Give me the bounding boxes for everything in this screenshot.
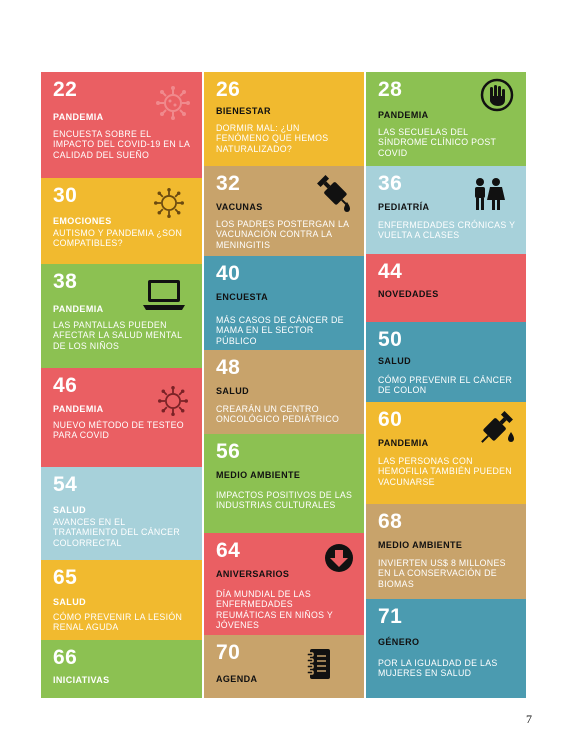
entry-number: 68 bbox=[378, 510, 403, 533]
toc-entry-71[interactable]: 71 GÉNERO POR LA IGUALDAD DE LAS MUJERES… bbox=[366, 599, 526, 698]
entry-number: 56 bbox=[216, 440, 241, 463]
entry-category: ENCUESTA bbox=[216, 292, 269, 302]
entry-category: PANDEMIA bbox=[53, 304, 104, 314]
entry-number: 48 bbox=[216, 356, 241, 379]
entry-number: 30 bbox=[53, 184, 78, 207]
syringe-icon bbox=[317, 175, 350, 212]
entry-category: MEDIO AMBIENTE bbox=[378, 540, 463, 550]
toc-entry-68[interactable]: 68 MEDIO AMBIENTE INVIERTEN US$ 8 MILLON… bbox=[366, 504, 526, 599]
entry-description: INVIERTEN US$ 8 MILLONES EN LA CONSERVAC… bbox=[378, 558, 506, 589]
entry-description: DORMIR MAL: ¿UN FENÓMENO QUE HEMOS NATUR… bbox=[216, 123, 329, 154]
toc-entry-32[interactable]: 32 VACUNAS LOS PADRES POSTERGAN LA VACUN… bbox=[204, 166, 364, 256]
entry-category: SALUD bbox=[216, 386, 249, 396]
entry-description: CÓMO PREVENIR LA LESIÓN RENAL AGUDA bbox=[53, 612, 183, 633]
entry-category: PANDEMIA bbox=[53, 112, 104, 122]
toc-entry-65[interactable]: 65 SALUD CÓMO PREVENIR LA LESIÓN RENAL A… bbox=[41, 560, 202, 640]
entry-number: 26 bbox=[216, 78, 241, 101]
toc-entry-48[interactable]: 48 SALUD CREARÁN UN CENTRO ONCOLÓGICO PE… bbox=[204, 350, 364, 434]
page-number: 7 bbox=[526, 712, 532, 726]
entry-number: 50 bbox=[378, 328, 403, 351]
toc-entry-26[interactable]: 26 BIENESTAR DORMIR MAL: ¿UN FENÓMENO QU… bbox=[204, 72, 364, 166]
laptop-icon bbox=[143, 280, 185, 310]
toc-entry-38[interactable]: 38 PANDEMIA LAS PANTALLAS PUEDEN AFECTAR… bbox=[41, 264, 202, 368]
entry-category: ANIVERSARIOS bbox=[216, 569, 290, 579]
toc-entry-70[interactable]: 70 AGENDA bbox=[204, 635, 364, 698]
entry-category: MEDIO AMBIENTE bbox=[216, 470, 301, 480]
toc-entry-40[interactable]: 40 ENCUESTA MÁS CASOS DE CÁNCER DE MAMA … bbox=[204, 256, 364, 350]
entry-number: 22 bbox=[53, 78, 78, 101]
toc-entry-28[interactable]: 28 PANDEMIA LAS SECUELAS DEL SÍNDROME CL… bbox=[366, 72, 526, 166]
virus-icon bbox=[154, 188, 184, 218]
entry-category: PANDEMIA bbox=[378, 438, 429, 448]
syringe-icon bbox=[481, 411, 514, 443]
entry-category: INICIATIVAS bbox=[53, 675, 110, 685]
entry-description: AVANCES EN EL TRATAMIENTO DEL CÁNCER COL… bbox=[53, 517, 180, 548]
entry-number: 32 bbox=[216, 172, 241, 195]
notebook-icon bbox=[306, 649, 330, 679]
entry-number: 28 bbox=[378, 78, 403, 101]
toc-entry-60[interactable]: 60 PANDEMIA LAS PERSONAS CON HEMOFILIA T… bbox=[366, 402, 526, 504]
toc-entry-30[interactable]: 30 EMOCIONES AUTISMO Y PANDEMIA ¿SON COM… bbox=[41, 178, 202, 264]
toc-entry-36[interactable]: 36 PEDIATRÍA ENFERMEDADES CRÓNICAS Y VUE… bbox=[366, 166, 526, 254]
entry-description: LAS PANTALLAS PUEDEN AFECTAR LA SALUD ME… bbox=[53, 320, 182, 351]
entry-number: 71 bbox=[378, 605, 403, 628]
entry-description: IMPACTOS POSITIVOS DE LAS INDUSTRIAS CUL… bbox=[216, 490, 353, 511]
entry-number: 46 bbox=[53, 374, 78, 397]
entry-category: GÉNERO bbox=[378, 637, 420, 647]
toc-entry-50[interactable]: 50 SALUD CÓMO PREVENIR EL CÁNCER DE COLO… bbox=[366, 322, 526, 402]
entry-category: SALUD bbox=[378, 356, 411, 366]
entry-number: 54 bbox=[53, 473, 78, 496]
entry-description: AUTISMO Y PANDEMIA ¿SON COMPATIBLES? bbox=[53, 228, 183, 249]
toc-entry-66[interactable]: 66 INICIATIVAS bbox=[41, 640, 202, 698]
entry-number: 70 bbox=[216, 641, 241, 664]
toc-entry-22[interactable]: 22 PANDEMIA ENCUESTA SOBRE EL IMPACTO DE… bbox=[41, 72, 202, 178]
stop-hand-icon bbox=[480, 78, 514, 112]
entry-category: PEDIATRÍA bbox=[378, 202, 430, 212]
entry-number: 60 bbox=[378, 408, 403, 431]
entry-number: 40 bbox=[216, 262, 241, 285]
entry-number: 36 bbox=[378, 172, 403, 195]
entry-category: AGENDA bbox=[216, 674, 258, 684]
toc-entry-64[interactable]: 64 ANIVERSARIOS DÍA MUNDIAL DE LAS ENFER… bbox=[204, 533, 364, 635]
entry-number: 65 bbox=[53, 566, 78, 589]
entry-description: MÁS CASOS DE CÁNCER DE MAMA EN EL SECTOR… bbox=[216, 315, 344, 346]
virus-icon bbox=[158, 386, 188, 416]
entry-category: SALUD bbox=[53, 505, 86, 515]
virus-icon bbox=[156, 86, 190, 120]
children-icon bbox=[475, 178, 505, 210]
entry-category: NOVEDADES bbox=[378, 289, 439, 299]
entry-category: PANDEMIA bbox=[378, 110, 429, 120]
entry-description: ENFERMEDADES CRÓNICAS Y VUELTA A CLASES bbox=[378, 220, 516, 241]
entry-category: EMOCIONES bbox=[53, 216, 112, 226]
entry-category: SALUD bbox=[53, 597, 86, 607]
entry-description: LAS PERSONAS CON HEMOFILIA TAMBIÉN PUEDE… bbox=[378, 456, 512, 487]
toc-entry-44[interactable]: 44 NOVEDADES bbox=[366, 254, 526, 322]
download-icon bbox=[325, 544, 353, 572]
entry-description: POR LA IGUALDAD DE LAS MUJERES EN SALUD bbox=[378, 658, 498, 679]
entry-description: CREARÁN UN CENTRO ONCOLÓGICO PEDIÁTRICO bbox=[216, 404, 340, 425]
toc-entry-56[interactable]: 56 MEDIO AMBIENTE IMPACTOS POSITIVOS DE … bbox=[204, 434, 364, 533]
entry-number: 38 bbox=[53, 270, 78, 293]
entry-description: DÍA MUNDIAL DE LAS ENFERMEDADES REUMÁTIC… bbox=[216, 589, 333, 631]
entry-category: VACUNAS bbox=[216, 202, 263, 212]
entry-description: CÓMO PREVENIR EL CÁNCER DE COLON bbox=[378, 375, 513, 396]
entry-category: BIENESTAR bbox=[216, 106, 271, 116]
entry-number: 66 bbox=[53, 646, 78, 669]
toc-entry-54[interactable]: 54 SALUD AVANCES EN EL TRATAMIENTO DEL C… bbox=[41, 467, 202, 560]
entry-description: LOS PADRES POSTERGAN LA VACUNACIÓN CONTR… bbox=[216, 219, 349, 250]
entry-number: 44 bbox=[378, 260, 403, 283]
entry-description: ENCUESTA SOBRE EL IMPACTO DEL COVID-19 E… bbox=[53, 129, 190, 160]
entry-category: PANDEMIA bbox=[53, 404, 104, 414]
entry-description: LAS SECUELAS DEL SÍNDROME CLÍNICO POST C… bbox=[378, 127, 497, 158]
entry-number: 64 bbox=[216, 539, 241, 562]
toc-entry-46[interactable]: 46 PANDEMIA NUEVO MÉTODO DE TESTEO PARA … bbox=[41, 368, 202, 467]
entry-description: NUEVO MÉTODO DE TESTEO PARA COVID bbox=[53, 420, 184, 441]
